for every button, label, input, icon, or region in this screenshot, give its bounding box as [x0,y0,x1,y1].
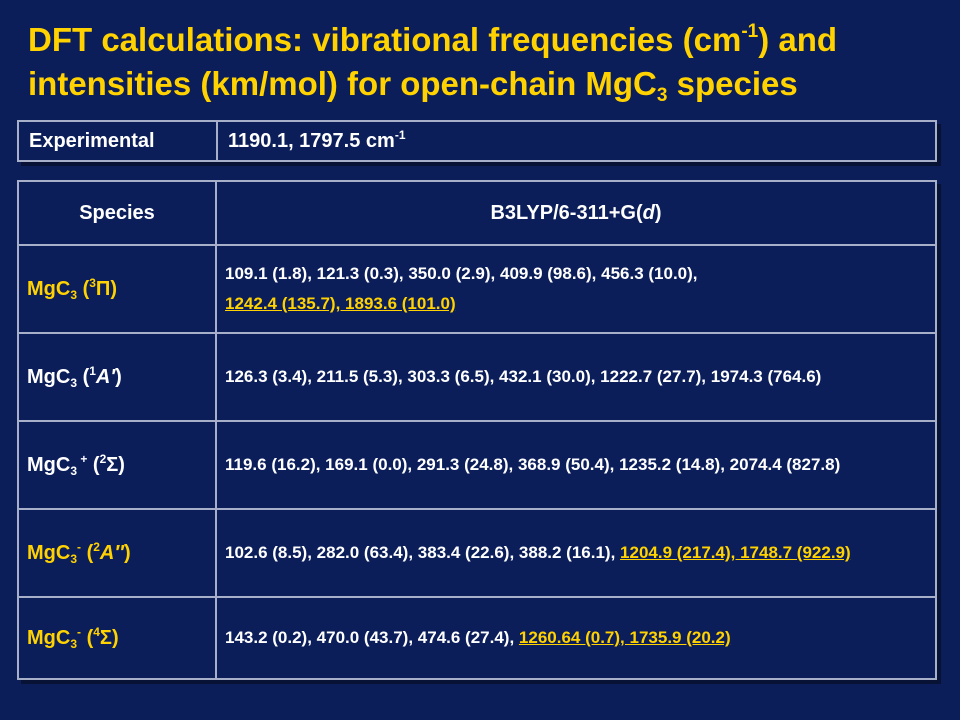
frequencies-cell: 143.2 (0.2), 470.0 (43.7), 474.6 (27.4),… [215,596,937,680]
table-header-row: Species B3LYP/6-311+G(d) [17,180,937,246]
table-row: MgC3- (2A″) 102.6 (8.5), 282.0 (63.4), 3… [17,508,937,598]
experimental-unit-superscript: -1 [394,127,406,142]
table-row: MgC3 (3Π) 109.1 (1.8), 121.3 (0.3), 350.… [17,244,937,334]
frequencies-text: 143.2 (0.2), 470.0 (43.7), 474.6 (27.4), [225,628,515,647]
header-method: B3LYP/6-311+G(d) [215,180,937,246]
frequencies-text: 102.6 (8.5), 282.0 (63.4), 383.4 (22.6),… [225,543,616,562]
frequencies-highlight: 1260.64 (0.7), 1735.9 (20.2) [518,628,731,647]
header-species: Species [17,180,217,246]
frequencies-cell: 126.3 (3.4), 211.5 (5.3), 303.3 (6.5), 4… [215,332,937,422]
experimental-value-text: 1190.1, 1797.5 cm [228,129,395,152]
frequencies-highlight: 1204.9 (217.4), 1748.7 (922.9) [620,543,851,562]
species-cell: MgC3 (1A′) [17,332,217,422]
experimental-row: Experimental 1190.1, 1797.5 cm-1 [17,120,937,162]
table-row: MgC3 + (2Σ) 119.6 (16.2), 169.1 (0.0), 2… [17,420,937,510]
header-method-end: ) [654,201,662,224]
species-cell: MgC3 + (2Σ) [17,420,217,510]
header-method-italic: d [642,201,655,224]
experimental-label: Experimental [17,120,218,162]
frequencies-cell: 109.1 (1.8), 121.3 (0.3), 350.0 (2.9), 4… [215,244,937,334]
title-subscript: 3 [656,85,668,106]
table-row: MgC3 (1A′) 126.3 (3.4), 211.5 (5.3), 303… [17,332,937,422]
title-unit-superscript: -1 [741,21,759,42]
table-row: MgC3- (4Σ) 143.2 (0.2), 470.0 (43.7), 47… [17,596,937,680]
frequencies-cell: 119.6 (16.2), 169.1 (0.0), 291.3 (24.8),… [215,420,937,510]
header-method-text: B3LYP/6-311+G( [490,201,643,224]
species-cell: MgC3 (3Π) [17,244,217,334]
frequencies-text: 126.3 (3.4), 211.5 (5.3), 303.3 (6.5), 4… [225,367,822,386]
species-cell: MgC3- (2A″) [17,508,217,598]
experimental-value: 1190.1, 1797.5 cm-1 [216,120,937,162]
frequencies-text: 109.1 (1.8), 121.3 (0.3), 350.0 (2.9), 4… [225,264,698,283]
title-line1-text: DFT calculations: vibrational frequencie… [28,21,742,58]
title-line1-end: ) and [758,21,838,58]
frequencies-table: Species B3LYP/6-311+G(d) MgC3 (3Π) 109.1… [17,180,937,680]
slide-title: DFT calculations: vibrational frequencie… [28,18,948,106]
frequencies-cell: 102.6 (8.5), 282.0 (63.4), 383.4 (22.6),… [215,508,937,598]
title-line2-end: species [667,65,798,102]
title-line2-text: intensities (km/mol) for open-chain MgC [28,65,657,102]
frequencies-text: 119.6 (16.2), 169.1 (0.0), 291.3 (24.8),… [225,455,841,474]
species-cell: MgC3- (4Σ) [17,596,217,680]
experimental-table: Experimental 1190.1, 1797.5 cm-1 [17,120,937,162]
frequencies-highlight: 1242.4 (135.7), 1893.6 (101.0) [225,294,456,313]
